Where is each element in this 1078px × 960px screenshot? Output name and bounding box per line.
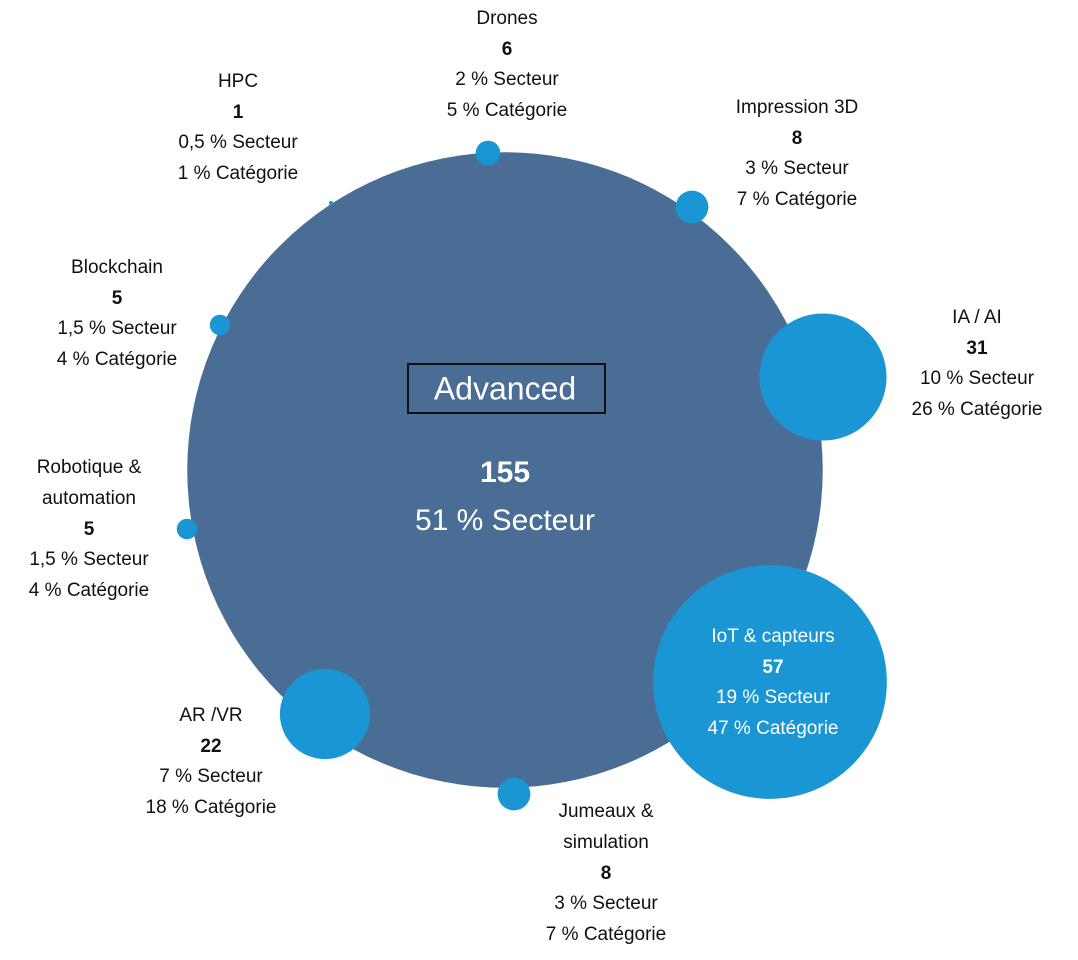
node-label: HPC [218, 71, 258, 92]
bubble [653, 565, 887, 799]
node-count: 5 [84, 519, 95, 540]
node-count: 1 [233, 102, 244, 123]
node-label: simulation [563, 832, 649, 853]
node-categorie: 18 % Catégorie [146, 797, 277, 818]
node-categorie: 5 % Catégorie [447, 100, 567, 121]
node-count: 5 [112, 288, 123, 309]
node-label: Drones [476, 8, 537, 29]
node-count: 8 [601, 863, 612, 884]
node-label: IA / AI [952, 307, 1002, 328]
node-label: AR /VR [179, 705, 242, 726]
node-secteur: 3 % Secteur [745, 158, 849, 179]
center-secteur: 51 % Secteur [415, 504, 595, 537]
node-categorie: 1 % Catégorie [178, 163, 298, 184]
bubble [209, 314, 231, 336]
bubble [475, 140, 501, 166]
node-secteur: 3 % Secteur [554, 893, 658, 914]
center-bubble [187, 152, 823, 788]
node-categorie: 7 % Catégorie [546, 924, 666, 945]
node-categorie: 7 % Catégorie [737, 189, 857, 210]
bubble [497, 777, 531, 811]
bubble [675, 190, 709, 224]
center-count: 155 [480, 456, 530, 489]
node-label: Impression 3D [736, 97, 859, 118]
bubble [759, 313, 887, 441]
node-label: Jumeaux & [558, 801, 653, 822]
node-categorie: 4 % Catégorie [29, 580, 149, 601]
node-label: IoT & capteurs [711, 626, 834, 647]
node-count: 8 [792, 128, 803, 149]
node-secteur: 2 % Secteur [455, 69, 559, 90]
node-secteur: 1,5 % Secteur [57, 318, 177, 339]
bubble [279, 668, 371, 760]
node-secteur: 1,5 % Secteur [29, 549, 149, 570]
node-label: automation [42, 488, 136, 509]
node-categorie: 4 % Catégorie [57, 349, 177, 370]
node-count: 6 [502, 39, 513, 60]
node-label: Blockchain [71, 257, 163, 278]
center-label: Advanced [434, 370, 576, 406]
node-label: Robotique & [37, 457, 142, 478]
node-count: 31 [966, 338, 988, 359]
node-secteur: 0,5 % Secteur [178, 132, 298, 153]
node-count: 57 [762, 657, 783, 678]
bubble [176, 518, 198, 540]
node-categorie: 26 % Catégorie [912, 399, 1043, 420]
node-secteur: 10 % Secteur [920, 368, 1035, 389]
center-label-box [407, 363, 606, 414]
bubble [328, 200, 334, 206]
node-categorie: 47 % Catégorie [708, 718, 839, 739]
node-secteur: 7 % Secteur [159, 766, 263, 787]
node-count: 22 [200, 736, 221, 757]
node-secteur: 19 % Secteur [716, 687, 831, 708]
